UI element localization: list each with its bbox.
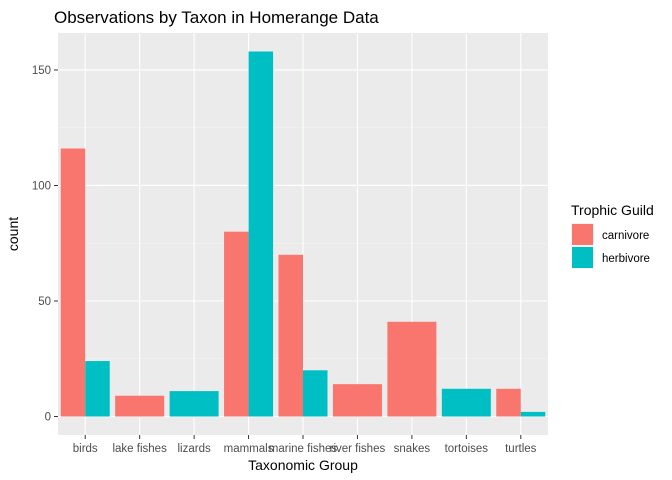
x-tick-label: lizards bbox=[177, 443, 210, 455]
y-axis: 0 50 100 150 bbox=[32, 65, 58, 424]
bar-herbivore-turtles bbox=[520, 411, 546, 417]
chart-title: Observations by Taxon in Homerange Data bbox=[54, 8, 379, 27]
x-tick-label: birds bbox=[73, 443, 98, 455]
x-tick-label: river fishes bbox=[330, 443, 386, 455]
bar-carnivore-lake-fishes bbox=[115, 395, 165, 417]
bar-herbivore-lizards bbox=[169, 391, 219, 417]
x-tick-label: lake fishes bbox=[112, 443, 167, 455]
legend-swatch-carnivore bbox=[572, 224, 593, 245]
y-tick-label: 100 bbox=[32, 180, 51, 192]
bar-carnivore-snakes bbox=[387, 321, 437, 417]
bar-herbivore-birds bbox=[85, 361, 110, 417]
x-tick-label: tortoises bbox=[445, 443, 489, 455]
x-tick-label: turtles bbox=[505, 443, 537, 455]
bar-carnivore-birds bbox=[60, 148, 86, 417]
x-tick-label: marine fishes bbox=[269, 443, 338, 455]
legend-label-herbivore: herbivore bbox=[602, 253, 650, 265]
bars bbox=[60, 51, 546, 417]
bar-carnivore-marine-fishes bbox=[278, 254, 303, 417]
bar-herbivore-marine-fishes bbox=[303, 370, 328, 417]
bar-herbivore-mammals bbox=[248, 51, 274, 417]
legend-swatch-herbivore bbox=[572, 247, 593, 268]
bar-herbivore-tortoises bbox=[441, 388, 491, 417]
x-tick-label: snakes bbox=[394, 443, 431, 455]
bar-carnivore-mammals bbox=[224, 231, 249, 417]
bar-carnivore-river-fishes bbox=[332, 384, 382, 417]
legend-label-carnivore: carnivore bbox=[602, 230, 649, 242]
x-tick-label: mammals bbox=[224, 443, 274, 455]
legend-title: Trophic Guild bbox=[571, 202, 654, 218]
x-axis-title: Taxonomic Group bbox=[248, 457, 358, 473]
legend: Trophic Guild carnivore herbivore bbox=[571, 202, 654, 269]
y-tick-label: 50 bbox=[38, 296, 51, 308]
y-axis-title: count bbox=[5, 217, 21, 251]
bar-carnivore-turtles bbox=[496, 388, 521, 417]
y-tick-label: 0 bbox=[45, 412, 51, 424]
y-tick-label: 150 bbox=[32, 65, 51, 77]
